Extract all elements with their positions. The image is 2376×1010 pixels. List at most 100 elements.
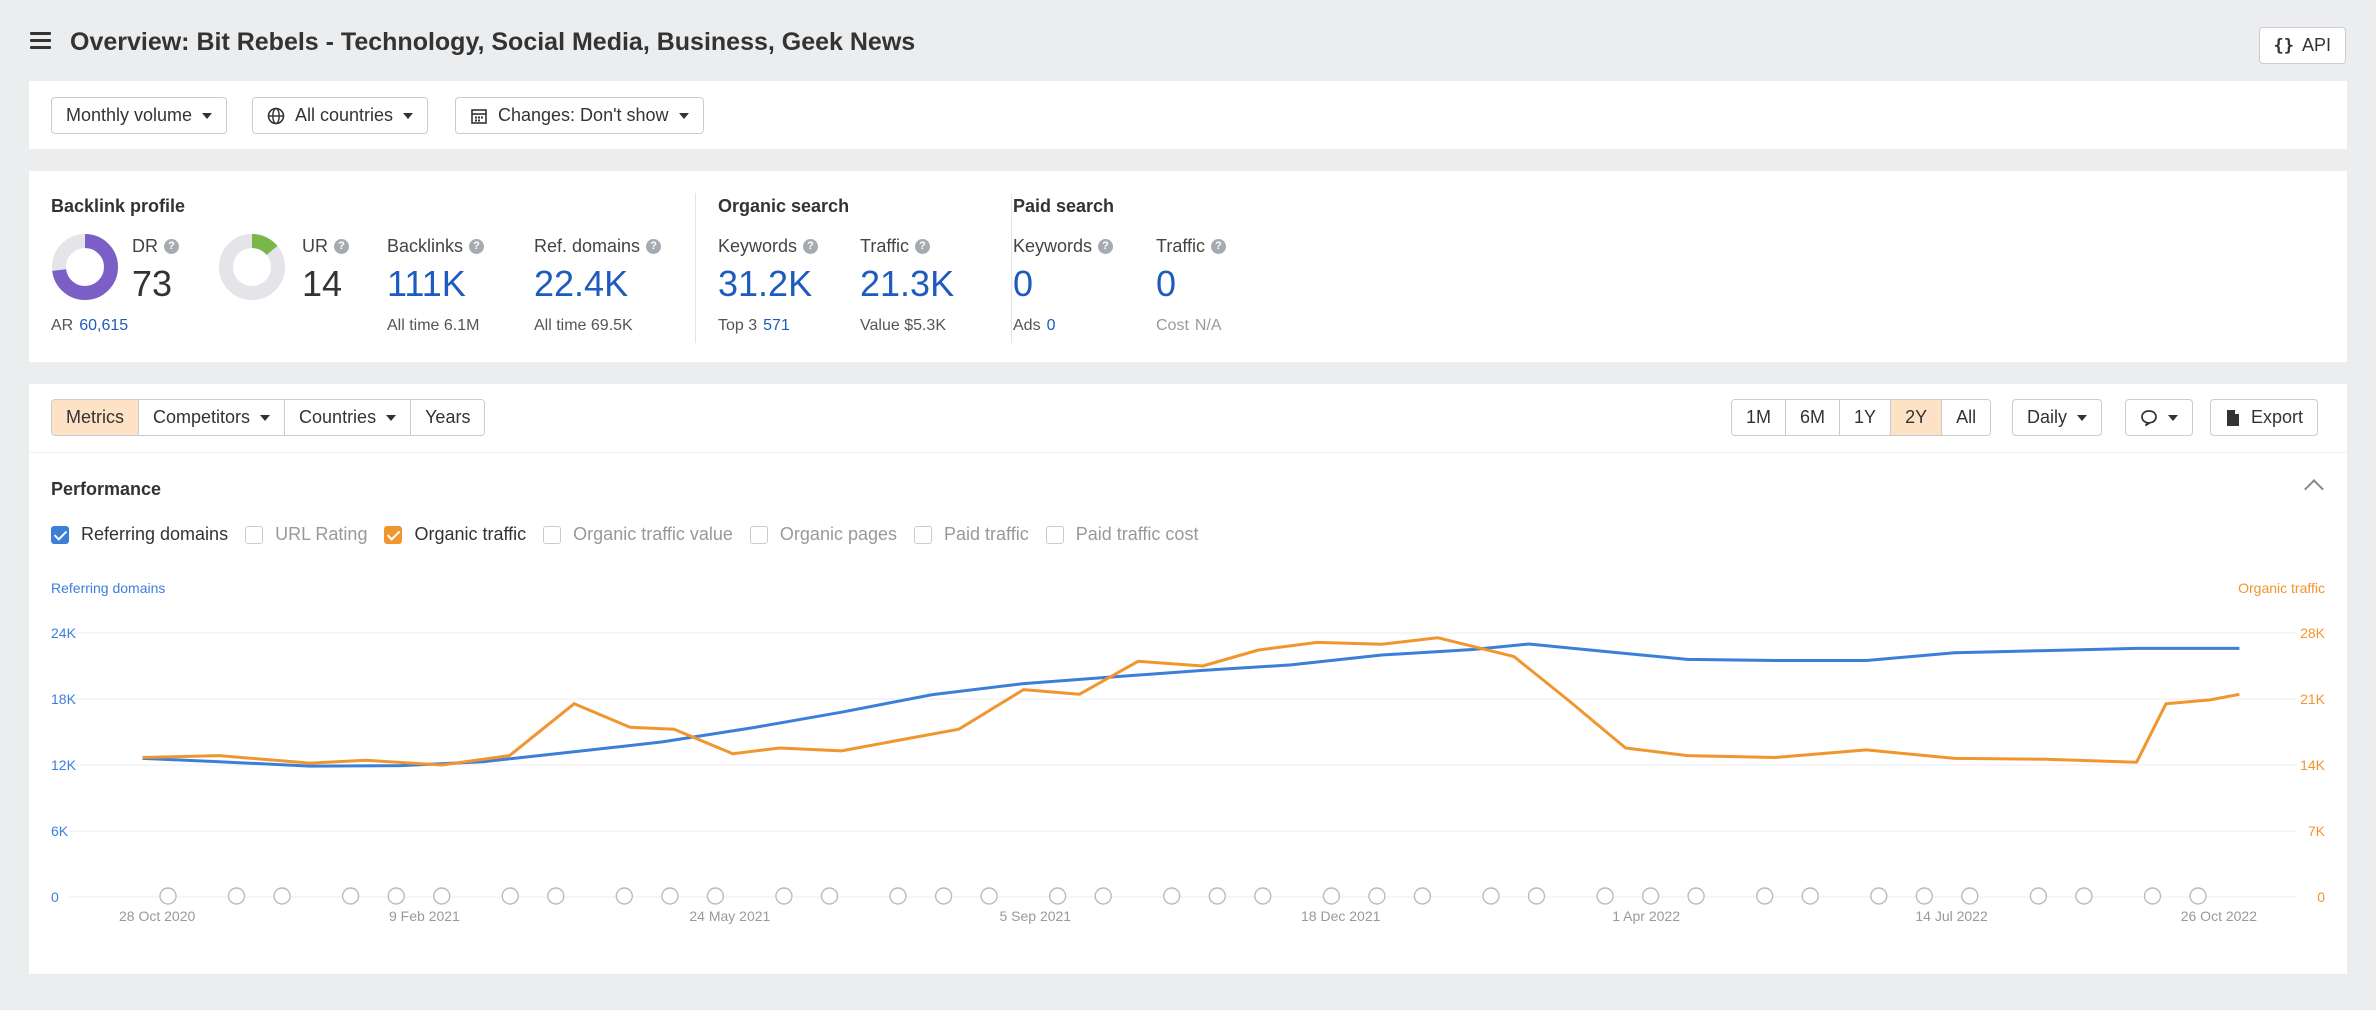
help-icon: ?: [646, 239, 662, 254]
ur-value: 14: [302, 263, 343, 304]
event-marker-icon: [2143, 887, 2162, 905]
refdomains-alltime: All time 69.5K: [534, 317, 633, 334]
event-marker-icon: [273, 887, 291, 905]
top-bar: Overview: Bit Rebels - Technology, Socia…: [0, 0, 2376, 82]
tab-countries[interactable]: Countries: [285, 400, 412, 435]
backlinks-value[interactable]: 111K: [387, 263, 466, 304]
organic-keywords-value[interactable]: 31.2K: [718, 263, 813, 304]
divider: [29, 452, 2347, 453]
x-tick-label: 14 Jul 2022: [1915, 908, 1988, 924]
tab-metrics[interactable]: Metrics: [52, 400, 139, 435]
event-marker-icon: [615, 887, 633, 905]
x-tick-label: 9 Feb 2021: [389, 908, 460, 924]
event-marker-icon: [387, 887, 405, 905]
dr-value: 73: [132, 263, 173, 304]
range-all[interactable]: All: [1942, 400, 1991, 435]
refdomains-value[interactable]: 22.4K: [534, 263, 629, 304]
backlink-profile-title: Backlink profile: [51, 196, 186, 216]
caret-down-icon: [2077, 414, 2088, 421]
volume-dropdown[interactable]: Monthly volume: [51, 97, 228, 134]
event-marker-icon: [1915, 887, 1934, 905]
menu-icon[interactable]: [30, 32, 51, 49]
right-tick-label: 28K: [2300, 625, 2326, 641]
event-marker-icon: [775, 887, 793, 905]
event-marker-icon: [1687, 887, 1705, 905]
checkbox-organic-traffic[interactable]: Organic traffic: [384, 524, 526, 545]
checkbox-referring-domains[interactable]: Referring domains: [51, 524, 228, 545]
main-panel: Metrics Competitors Countries Years 1M 6…: [29, 384, 2347, 974]
organic-traffic-value[interactable]: 21.3K: [860, 263, 955, 304]
checkbox-organic-traffic-value[interactable]: Organic traffic value: [543, 524, 733, 545]
event-marker-icon: [1094, 887, 1112, 905]
checkbox-icon: [384, 525, 403, 544]
annotations-dropdown[interactable]: [2125, 399, 2193, 436]
checkbox-paid-traffic-cost[interactable]: Paid traffic cost: [1045, 524, 1198, 545]
caret-down-icon: [202, 112, 213, 119]
help-icon: ?: [164, 239, 179, 254]
ar-row: AR 60,615: [51, 317, 129, 334]
interval-dropdown[interactable]: Daily: [2012, 399, 2103, 436]
checkbox-paid-traffic[interactable]: Paid traffic: [914, 524, 1029, 545]
export-label: Export: [2251, 407, 2304, 427]
checkbox-url-rating[interactable]: URL Rating: [245, 524, 367, 545]
performance-title: Performance: [51, 479, 162, 499]
tab-competitors[interactable]: Competitors: [139, 400, 286, 435]
ur-donut: [219, 234, 285, 300]
ar-value-link[interactable]: 60,615: [79, 317, 129, 334]
checkbox-icon: [1045, 525, 1064, 544]
right-axis-title: Organic traffic: [2238, 580, 2325, 596]
event-marker-icon: [1322, 887, 1341, 905]
organic-keywords-label: Keywords?: [718, 236, 819, 257]
event-marker-icon: [820, 887, 839, 905]
tab-years[interactable]: Years: [411, 400, 485, 435]
paid-traffic-value[interactable]: 0: [1156, 263, 1177, 304]
help-icon: ?: [469, 239, 485, 254]
paid-keywords-value[interactable]: 0: [1013, 263, 1034, 304]
event-marker-icon: [1208, 887, 1227, 905]
api-button[interactable]: {} API: [2258, 27, 2346, 64]
event-marker-icon: [159, 887, 177, 905]
event-marker-icon: [1254, 887, 1272, 905]
left-tick-label: 6K: [51, 823, 69, 839]
metric-checkboxes: Referring domains URL Rating Organic tra…: [51, 524, 1215, 545]
event-marker-icon: [706, 887, 725, 905]
top3-link[interactable]: 571: [763, 317, 790, 334]
dr-label: DR?: [132, 236, 179, 257]
event-marker-icon: [547, 887, 565, 905]
left-tick-label: 24K: [51, 625, 77, 641]
ads-link[interactable]: 0: [1046, 317, 1056, 334]
api-label: API: [2301, 35, 2331, 55]
organic-traffic-line: [142, 636, 2240, 767]
range-1y[interactable]: 1Y: [1840, 400, 1892, 435]
range-2y[interactable]: 2Y: [1891, 400, 1943, 435]
event-marker-icon: [227, 887, 246, 905]
event-marker-icon: [2075, 887, 2093, 905]
range-1m[interactable]: 1M: [1732, 400, 1787, 435]
range-tabs: 1M 6M 1Y 2Y All: [1731, 399, 1992, 436]
organic-search-title: Organic search: [718, 196, 850, 216]
performance-chart[interactable]: Referring domains Organic traffic 0 0 6K 7K 12…: [29, 384, 2347, 974]
paid-search-title: Paid search: [1013, 196, 1115, 216]
event-marker-icon: [1482, 887, 1500, 905]
help-icon: ?: [1098, 239, 1114, 254]
x-tick-label: 24 May 2021: [689, 908, 770, 924]
ur-label: UR?: [302, 236, 349, 257]
event-marker-icon: [341, 887, 360, 905]
checkbox-organic-pages[interactable]: Organic pages: [749, 524, 897, 545]
event-marker-icon: [934, 887, 953, 905]
x-tick-label: 1 Apr 2022: [1612, 908, 1680, 924]
divider: [1011, 193, 1012, 343]
help-icon: ?: [915, 239, 931, 254]
range-6m[interactable]: 6M: [1786, 400, 1841, 435]
changes-dropdown[interactable]: Changes: Don't show: [455, 97, 704, 134]
event-marker-icon: [1870, 887, 1888, 905]
event-marker-icon: [1641, 887, 1660, 905]
stats-panel: Backlink profile DR? 73 AR 60,615 UR? 14 …: [29, 171, 2347, 362]
checkbox-icon: [914, 525, 932, 544]
event-marker-icon: [501, 887, 519, 905]
paid-keywords-label: Keywords?: [1013, 236, 1114, 257]
countries-dropdown[interactable]: All countries: [252, 97, 429, 134]
export-button[interactable]: Export: [2210, 399, 2319, 436]
event-marker-icon: [1048, 887, 1067, 905]
cost-row: Cost N/A: [1156, 317, 1222, 334]
